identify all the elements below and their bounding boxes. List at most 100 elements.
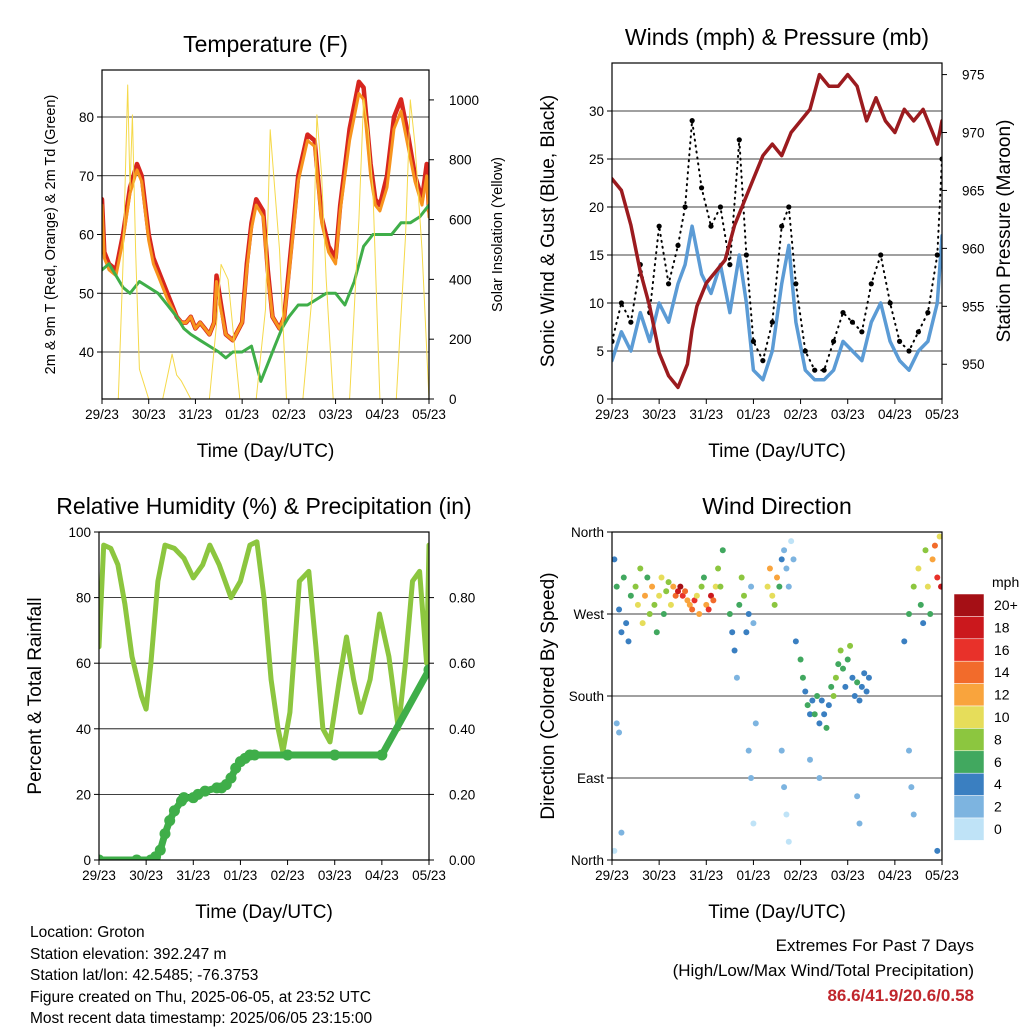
humidity-xtick-label: 03/23 (318, 868, 352, 883)
gust-point (934, 252, 940, 258)
humidity-xtick-label: 04/23 (365, 868, 399, 883)
temperature-ytick-label: 70 (79, 169, 94, 184)
winds-ytick-label: 15 (589, 248, 604, 263)
direction-point (748, 583, 755, 590)
direction-point (627, 592, 634, 599)
temperature-xtick-label: 04/23 (365, 407, 399, 422)
humidity-ytick-label: 60 (76, 656, 91, 671)
legend-swatch (953, 616, 985, 640)
direction-point (809, 697, 816, 704)
figure-created: Figure created on Thu, 2025-06-05, at 23… (30, 988, 371, 1006)
direction-point (854, 679, 861, 686)
direction-point (649, 583, 656, 590)
humidity-xtick-label: 05/23 (412, 868, 446, 883)
direction-point (934, 574, 941, 581)
direction-ytick-label: North (571, 525, 604, 540)
temperature-series-t9m (102, 92, 429, 342)
direction-point (715, 565, 722, 572)
gust-point (802, 348, 808, 354)
direction-point (634, 601, 641, 608)
winds-frame (611, 62, 943, 400)
temperature-ytick-label: 60 (79, 228, 94, 243)
legend-label: 12 (994, 687, 1010, 703)
legend-label: 20+ (994, 597, 1018, 613)
temperature-title: Temperature (F) (183, 31, 348, 57)
winds-y2tick-label: 955 (962, 299, 985, 314)
direction-point (917, 601, 924, 608)
direction-point (769, 592, 776, 599)
direction-ytick-label: South (569, 689, 604, 704)
direction-point (781, 547, 788, 554)
direction-xtick-label: 05/23 (925, 868, 959, 883)
direction-point (776, 583, 783, 590)
temperature-y2tick-label: 600 (449, 213, 472, 228)
winds-ytick-label: 0 (596, 392, 604, 407)
direction-frame (611, 531, 943, 861)
direction-point (818, 697, 825, 704)
direction-point (799, 674, 806, 681)
direction-xtick-label: 31/23 (689, 868, 723, 883)
direction-point (783, 811, 790, 818)
temperature-xlabel: Time (Day/UTC) (197, 441, 335, 462)
direction-xtick-label: 30/23 (642, 868, 676, 883)
legend-label: 10 (994, 709, 1010, 725)
gust-point (717, 204, 724, 210)
legend-swatch (953, 593, 985, 617)
direction-xtick-label: 29/23 (595, 868, 629, 883)
precip-point (423, 664, 429, 676)
gust-point (840, 310, 846, 316)
direction-point (703, 601, 710, 608)
temperature-xtick-label: 30/23 (132, 407, 166, 422)
direction-point (670, 583, 677, 590)
direction-point (612, 847, 618, 854)
direction-point (689, 606, 696, 613)
direction-point (616, 606, 623, 613)
direction-point (854, 793, 861, 800)
direction-point (613, 720, 620, 727)
temperature-xtick-label: 03/23 (319, 407, 353, 422)
direction-point (785, 838, 792, 845)
direction-point (741, 592, 747, 599)
direction-point (705, 606, 712, 613)
direction-point (778, 556, 785, 563)
temperature-ylabel: 2m & 9m T (Red, Orange) & 2m Td (Green) (43, 95, 59, 375)
direction-point (797, 656, 804, 663)
gust-point (821, 367, 827, 373)
temperature-y2tick-label: 800 (449, 153, 472, 168)
temperature-series-solar (102, 84, 429, 399)
direction-point (851, 693, 858, 699)
recent-timestamp: Most recent data timestamp: 2025/06/05 2… (30, 1010, 373, 1027)
direction-point (750, 620, 757, 627)
direction-point (712, 583, 719, 590)
humidity-xtick-label: 30/23 (129, 868, 163, 883)
direction-point (665, 579, 672, 586)
winds-xtick-label: 04/23 (878, 407, 912, 422)
direction-point (783, 565, 790, 572)
temperature-xtick-label: 31/23 (179, 407, 213, 422)
legend-label: 4 (994, 776, 1002, 792)
gust-point (859, 329, 865, 335)
direction-point (750, 820, 757, 827)
winds-ylabel: Sonic Wind & Gust (Blue, Black) (538, 95, 559, 367)
legend-swatch (953, 772, 985, 796)
precip-point (131, 854, 143, 860)
humidity-frame (98, 531, 430, 861)
direction-point (667, 601, 674, 608)
direction-point (865, 674, 872, 681)
humidity-ytick-label: 40 (76, 722, 91, 737)
direction-point (837, 647, 844, 654)
temperature-ytick-label: 40 (79, 345, 94, 360)
direction-point (910, 811, 917, 818)
extremes-title: Extremes For Past 7 Days (775, 936, 974, 955)
direction-point (651, 601, 658, 608)
direction-xtick-label: 02/23 (784, 868, 818, 883)
direction-point (717, 583, 724, 590)
humidity-y2tick-label: 0.00 (449, 853, 475, 868)
direction-point (679, 592, 686, 599)
legend-label: 8 (994, 731, 1002, 747)
temperature-y2tick-label: 1000 (449, 93, 479, 108)
legend-label: 0 (994, 821, 1002, 837)
direction-point (696, 611, 703, 617)
legend-label: 18 (994, 619, 1010, 635)
